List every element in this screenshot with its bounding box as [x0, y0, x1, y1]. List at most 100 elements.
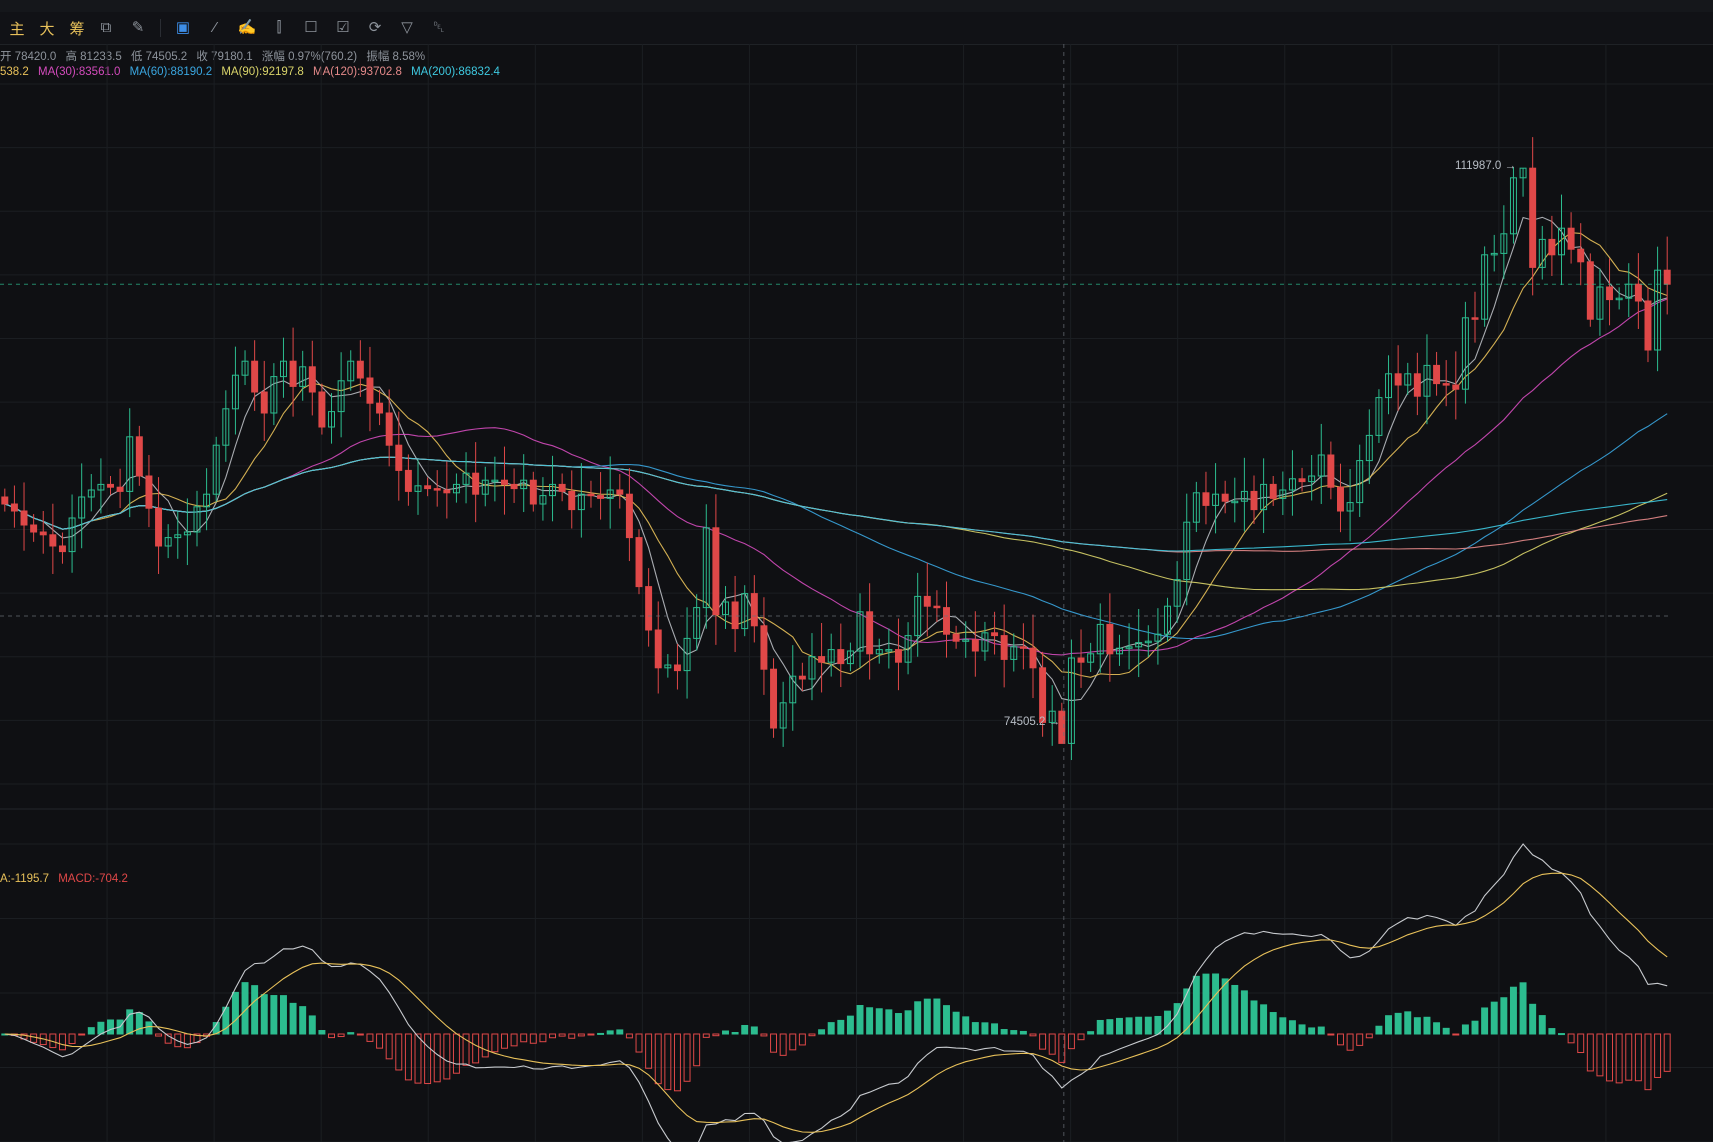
candle-body	[174, 534, 182, 539]
macd-histogram-bar	[433, 1033, 441, 1083]
macd-histogram-bar	[1567, 1033, 1575, 1044]
macd-histogram-bar	[529, 1033, 537, 1044]
candle-body	[981, 632, 989, 652]
candle-body	[443, 489, 451, 494]
macd-histogram-bar	[1529, 1003, 1537, 1035]
candle-body	[481, 479, 489, 495]
macd-histogram-bar	[1250, 1000, 1258, 1035]
macd-histogram-bar	[395, 1033, 403, 1071]
macd-histogram-bar	[404, 1033, 412, 1081]
candle-body	[462, 472, 470, 485]
macd-histogram-bar	[1558, 1033, 1565, 1036]
macd-histogram-bar	[462, 1033, 470, 1066]
candle-body	[1221, 493, 1229, 502]
candle-body	[222, 408, 230, 446]
candle-body	[1346, 502, 1354, 512]
candle-body	[347, 360, 355, 382]
candle-body	[1125, 646, 1133, 649]
macd-histogram-bar	[712, 1033, 720, 1037]
candle-body	[885, 649, 893, 652]
candle-body	[991, 632, 999, 637]
macd-histogram-bar	[1586, 1033, 1594, 1072]
ma-legend-4: MA(120):93702.8	[313, 66, 402, 78]
macd-histogram-bar	[1192, 975, 1200, 1035]
candle-body	[1538, 238, 1546, 268]
candle-body	[1519, 167, 1527, 179]
candle-body	[1288, 478, 1296, 491]
candle-body	[145, 475, 153, 509]
brush-icon[interactable]: ✍	[237, 19, 257, 36]
candle-body	[1385, 373, 1393, 399]
macd-histogram-bar	[1144, 1016, 1152, 1035]
indicator-icon[interactable]: ⧉	[100, 19, 112, 36]
candle-body	[1596, 286, 1604, 320]
macd-histogram-bar	[510, 1033, 518, 1047]
candle-body	[1663, 269, 1671, 285]
candles-icon[interactable]: ⫿	[276, 19, 282, 36]
macd-histogram-bar	[933, 998, 941, 1035]
candle-body	[1548, 238, 1556, 256]
candle-body	[1154, 633, 1162, 642]
macd-dea-label: A:-1195.7	[0, 873, 50, 885]
refresh-icon[interactable]: ⟳	[368, 19, 382, 36]
candle-body	[1461, 317, 1469, 390]
candle-body	[1423, 364, 1431, 397]
filter-icon[interactable]: ▽	[401, 19, 413, 36]
macd-histogram-bar	[1240, 990, 1248, 1035]
lock-icon[interactable]: ☐	[304, 19, 318, 36]
macd-histogram-bar	[337, 1033, 345, 1038]
candle-body	[750, 593, 758, 627]
macd-histogram-bar	[1019, 1030, 1027, 1035]
candle-body	[933, 605, 941, 609]
tb-big-order[interactable]: 大	[39, 20, 55, 38]
macd-histogram-bar	[78, 1033, 86, 1036]
macd-histogram-bar	[1058, 1033, 1066, 1063]
ruler-icon[interactable]: ⁄	[213, 19, 217, 36]
tb-main-indicator[interactable]: 主	[9, 20, 25, 38]
ma200-line	[4, 456, 1668, 552]
crosshair-icon[interactable]: ▣	[175, 19, 191, 36]
macd-histogram-bar	[1577, 1033, 1585, 1054]
candle-body	[472, 472, 480, 495]
candle-body	[241, 360, 249, 376]
macd-histogram-bar	[741, 1024, 749, 1035]
candle-body	[875, 649, 883, 655]
note-icon[interactable]: ☑	[336, 19, 350, 36]
candle-body	[1471, 317, 1479, 320]
candle-body	[424, 485, 432, 490]
candle-body	[894, 649, 902, 663]
candle-body	[1260, 483, 1268, 511]
candle-body	[1, 496, 9, 505]
candle-body	[135, 436, 143, 477]
macd-histogram-bar	[1663, 1033, 1671, 1072]
macd-histogram-bar	[1538, 1015, 1546, 1035]
macd-histogram-bar	[107, 1019, 114, 1035]
candle-body	[1096, 623, 1104, 655]
magnet-icon[interactable]: ✎	[131, 19, 145, 36]
tb-chips[interactable]: 筹	[69, 20, 85, 38]
macd-histogram-bar	[606, 1030, 614, 1035]
candle-body	[770, 668, 778, 729]
macd-histogram-bar	[1519, 982, 1527, 1035]
candle-body	[1067, 657, 1075, 744]
macd-histogram-bar	[760, 1033, 768, 1037]
candle-body	[58, 545, 66, 553]
macd-histogram-bar	[443, 1033, 451, 1080]
candle-body	[49, 534, 57, 547]
macd-histogram-bar	[30, 1033, 38, 1043]
macd-histogram-bar	[722, 1030, 729, 1035]
macd-histogram-bar	[885, 1009, 893, 1035]
candle-body	[693, 607, 701, 639]
candle-body	[193, 506, 201, 533]
trash-icon[interactable]: ␡	[432, 19, 445, 36]
ma5-line	[4, 216, 1668, 702]
candle-body	[1183, 521, 1191, 581]
candle-body	[1586, 261, 1594, 320]
candle-body	[10, 503, 18, 512]
macd-histogram-bar	[1509, 986, 1517, 1035]
macd-histogram-bar	[231, 991, 239, 1035]
candle-body	[366, 377, 374, 404]
candle-body	[1500, 233, 1508, 254]
candlestick-chart[interactable]	[0, 44, 1713, 1142]
candle-body	[818, 656, 826, 663]
